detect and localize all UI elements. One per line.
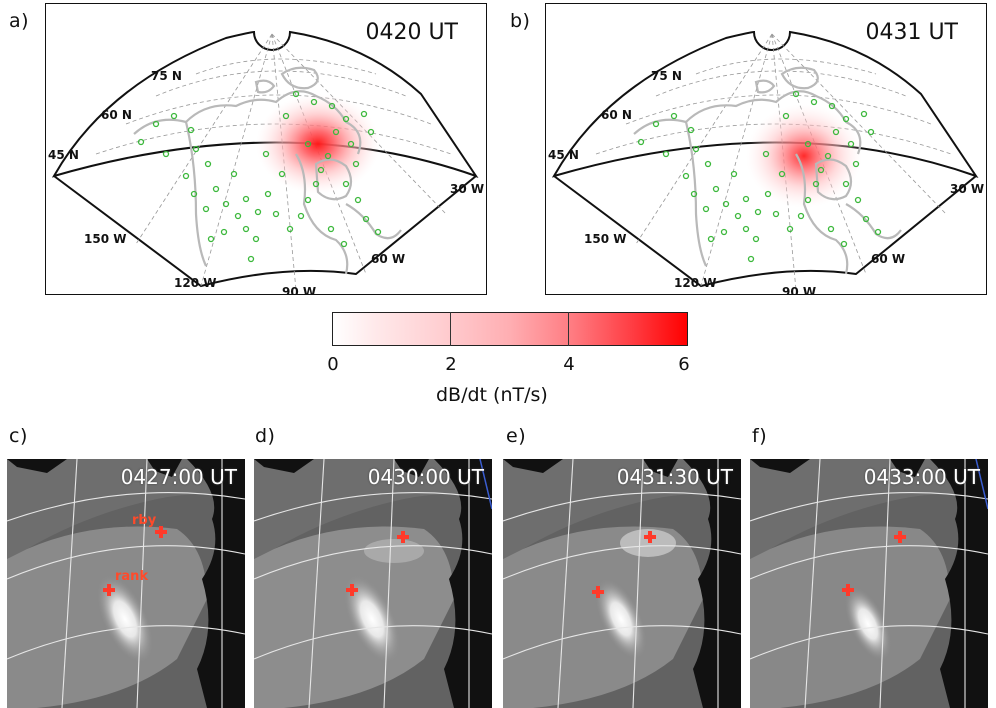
aurora-panel-d: 0430:00 UT (254, 459, 492, 708)
magnetometer-stations (637, 90, 882, 263)
aurora-panel-e: 0431:30 UT (503, 459, 741, 708)
all-sky-image-c (7, 459, 245, 708)
colorbar-gradient (332, 312, 688, 346)
rby-marker (644, 531, 656, 543)
map-graphic-b (551, 30, 979, 291)
dbdt-heat-blob (746, 104, 862, 208)
rank-marker (592, 586, 604, 598)
panel-letter-f: f) (752, 425, 768, 447)
lon-label-60: 60 W (371, 252, 406, 266)
lat-label-45: 45 N (48, 148, 79, 162)
map-time-a: 0420 UT (365, 20, 458, 45)
site-label-rby: rby (132, 513, 157, 528)
lat-label-75: 75 N (151, 69, 182, 83)
lat-label-45: 45 N (548, 148, 579, 162)
rby-marker (894, 531, 906, 543)
colorbar-tick-label: 2 (445, 354, 457, 375)
lon-label-120: 120 W (674, 276, 717, 290)
colorbar-tick-label: 6 (678, 354, 690, 375)
all-sky-image-f (750, 459, 988, 708)
colorbar-tick-label: 0 (327, 354, 339, 375)
aurora-time-f: 0433:00 UT (863, 465, 980, 489)
lon-label-90: 90 W (782, 285, 817, 295)
site-label-rank: rank (115, 569, 149, 584)
rby-marker (155, 526, 167, 538)
aurora-time-c: 0427:00 UT (120, 465, 237, 489)
lat-label-60: 60 N (101, 108, 132, 122)
map-time-b: 0431 UT (865, 20, 958, 45)
map-panel-b: 0431 UT 75 N 60 N 45 N 150 W 120 W 90 W … (545, 3, 987, 295)
panel-letter-c: c) (9, 425, 28, 447)
map-panel-a: 0420 UT 75 N 60 N 45 N 150 W 120 W 90 W … (45, 3, 487, 295)
colorbar-tick-label: 4 (563, 354, 575, 375)
aurora-time-d: 0430:00 UT (367, 465, 484, 489)
rby-marker (397, 531, 409, 543)
lon-label-30: 30 W (950, 182, 985, 196)
rank-marker (103, 584, 115, 596)
rank-marker (346, 584, 358, 596)
colorbar-tick (450, 312, 451, 346)
lon-label-150: 150 W (84, 232, 127, 246)
panel-letter-a: a) (9, 10, 30, 32)
aurora-panel-c: 0427:00 UT rby rank (7, 459, 245, 708)
coastline (133, 66, 402, 275)
lon-label-60: 60 W (871, 252, 906, 266)
lon-label-90: 90 W (282, 285, 317, 295)
all-sky-image-d (254, 459, 492, 708)
colorbar-title: dB/dt (nT/s) (436, 384, 548, 406)
all-sky-image-e (503, 459, 741, 708)
lon-label-120: 120 W (174, 276, 217, 290)
lon-label-150: 150 W (584, 232, 627, 246)
rank-marker (842, 584, 854, 596)
colorbar (332, 312, 688, 346)
aurora-panel-f: 0433:00 UT (750, 459, 988, 708)
lon-label-30: 30 W (450, 182, 485, 196)
panel-letter-b: b) (510, 10, 531, 32)
panel-letter-d: d) (255, 425, 276, 447)
lat-label-60: 60 N (601, 108, 632, 122)
map-graphic-a (51, 30, 479, 291)
panel-letter-e: e) (506, 425, 527, 447)
aurora-time-e: 0431:30 UT (616, 465, 733, 489)
colorbar-tick (568, 312, 569, 346)
lat-label-75: 75 N (651, 69, 682, 83)
magnetometer-stations (137, 90, 382, 263)
